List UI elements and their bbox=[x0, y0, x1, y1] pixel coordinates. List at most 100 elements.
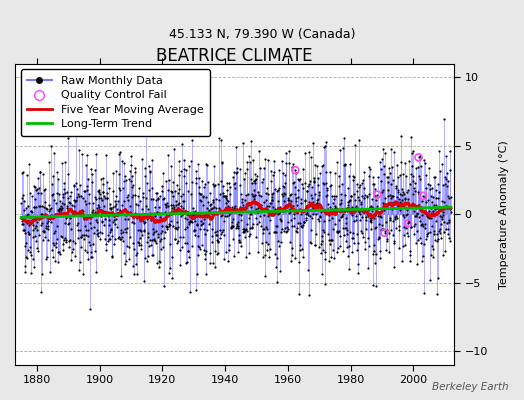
Point bbox=[19, 192, 27, 198]
Point bbox=[377, 214, 385, 220]
Point bbox=[151, 228, 160, 234]
Point bbox=[69, 208, 77, 215]
Point bbox=[122, 229, 130, 236]
Point bbox=[314, 175, 323, 181]
Point bbox=[255, 204, 264, 210]
Point bbox=[421, 220, 429, 227]
Point bbox=[46, 268, 54, 275]
Point bbox=[308, 195, 316, 201]
Point bbox=[136, 197, 144, 204]
Point bbox=[384, 187, 392, 194]
Point bbox=[431, 205, 440, 212]
Point bbox=[298, 224, 307, 230]
Point bbox=[80, 216, 89, 222]
Point bbox=[282, 160, 291, 166]
Point bbox=[291, 167, 300, 173]
Point bbox=[127, 210, 135, 216]
Point bbox=[372, 282, 380, 289]
Point bbox=[378, 188, 386, 195]
Point bbox=[342, 214, 350, 221]
Point bbox=[59, 241, 67, 248]
Point bbox=[340, 160, 348, 167]
Point bbox=[54, 176, 62, 182]
Point bbox=[363, 210, 371, 217]
Point bbox=[308, 203, 316, 209]
Point bbox=[283, 223, 291, 230]
Point bbox=[52, 169, 61, 175]
Point bbox=[58, 247, 67, 254]
Point bbox=[200, 184, 208, 191]
Point bbox=[74, 146, 83, 153]
Point bbox=[172, 198, 180, 204]
Point bbox=[268, 172, 277, 178]
Point bbox=[379, 225, 387, 232]
Point bbox=[25, 231, 33, 237]
Point bbox=[128, 194, 136, 200]
Point bbox=[395, 196, 403, 203]
Point bbox=[78, 232, 86, 238]
Point bbox=[305, 292, 313, 299]
Point bbox=[188, 219, 196, 225]
Point bbox=[188, 179, 196, 185]
Point bbox=[371, 186, 379, 193]
Point bbox=[196, 218, 205, 224]
Point bbox=[80, 198, 89, 205]
Point bbox=[425, 229, 434, 235]
Point bbox=[312, 231, 320, 237]
Point bbox=[225, 191, 234, 197]
Point bbox=[241, 234, 249, 240]
Point bbox=[39, 171, 47, 177]
Point bbox=[256, 202, 265, 208]
Point bbox=[64, 135, 72, 141]
Point bbox=[142, 123, 150, 130]
Point bbox=[301, 202, 310, 209]
Point bbox=[181, 215, 190, 221]
Point bbox=[379, 187, 387, 193]
Point bbox=[71, 240, 79, 246]
Point bbox=[101, 210, 109, 216]
Point bbox=[92, 268, 100, 275]
Point bbox=[392, 212, 400, 219]
Point bbox=[432, 187, 440, 194]
Point bbox=[157, 230, 165, 237]
Point bbox=[85, 214, 94, 221]
Point bbox=[354, 270, 363, 276]
Point bbox=[148, 252, 157, 258]
Point bbox=[348, 249, 356, 256]
Point bbox=[137, 246, 146, 253]
Point bbox=[250, 176, 259, 183]
Point bbox=[359, 195, 368, 201]
Point bbox=[276, 204, 285, 210]
Point bbox=[106, 205, 115, 212]
Point bbox=[337, 214, 345, 220]
Point bbox=[17, 218, 26, 224]
Point bbox=[333, 249, 342, 255]
Point bbox=[358, 208, 367, 214]
Point bbox=[67, 226, 75, 232]
Point bbox=[137, 228, 145, 234]
Point bbox=[278, 193, 287, 200]
Point bbox=[126, 209, 135, 215]
Point bbox=[91, 194, 99, 200]
Point bbox=[248, 190, 257, 197]
Point bbox=[262, 239, 270, 246]
Point bbox=[305, 180, 313, 187]
Point bbox=[344, 266, 353, 272]
Point bbox=[97, 230, 106, 236]
Point bbox=[51, 211, 60, 218]
Point bbox=[75, 193, 83, 200]
Point bbox=[32, 222, 40, 229]
Point bbox=[40, 187, 48, 194]
Point bbox=[324, 206, 332, 212]
Point bbox=[94, 232, 103, 239]
Point bbox=[288, 252, 297, 258]
Point bbox=[365, 191, 373, 197]
Point bbox=[167, 202, 175, 208]
Point bbox=[49, 173, 57, 179]
Point bbox=[232, 170, 240, 176]
Point bbox=[332, 207, 341, 214]
Point bbox=[410, 231, 418, 237]
Point bbox=[304, 183, 313, 189]
Point bbox=[119, 238, 127, 244]
Point bbox=[348, 234, 357, 241]
